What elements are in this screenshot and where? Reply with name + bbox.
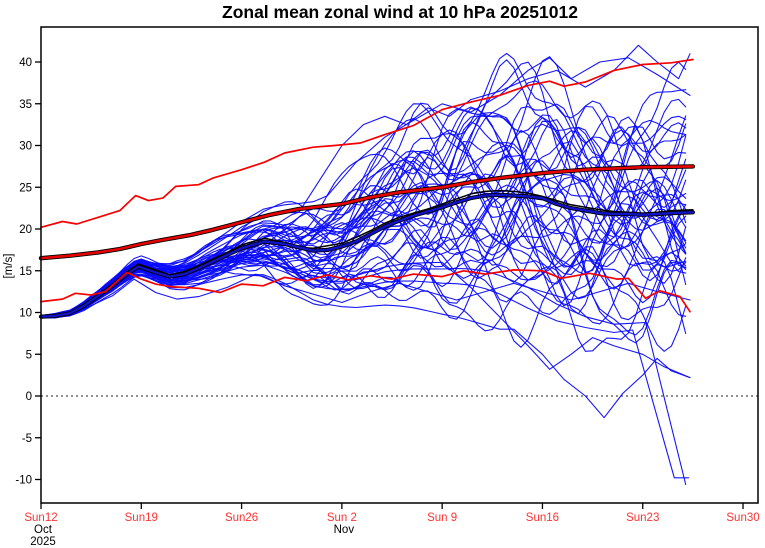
x-tick-label: Sun 2 — [327, 512, 357, 524]
x-tick-label: Sun12 — [24, 512, 57, 524]
x-tick-label: Sun19 — [125, 512, 158, 524]
y-axis: -10 -5 0 5 10 15 20 25 30 35 40 — [15, 57, 41, 487]
x-tick-label: Sun16 — [526, 512, 559, 524]
x-tick-label: Sun30 — [726, 512, 759, 524]
x-sub-label: 2025 — [30, 536, 56, 548]
y-tick-label: 0 — [26, 391, 32, 403]
y-tick-label: 35 — [19, 99, 32, 111]
y-tick-label: 25 — [19, 182, 32, 194]
climatology-mean-line — [38, 164, 696, 261]
y-tick-label: 30 — [19, 141, 32, 153]
control-run-line — [40, 189, 694, 318]
y-axis-label: [m/s] — [3, 254, 15, 279]
x-sub-label: Nov — [334, 524, 355, 536]
x-tick-label: Sun23 — [626, 512, 659, 524]
x-sub-label: Oct — [34, 524, 53, 536]
y-tick-label: 5 — [26, 349, 32, 361]
y-tick-label: -10 — [15, 475, 32, 487]
chart-title: Zonal mean zonal wind at 10 hPa 20251012 — [222, 2, 578, 22]
x-tick-label: Sun 9 — [427, 512, 457, 524]
y-tick-label: 15 — [19, 266, 32, 278]
y-tick-label: -5 — [22, 433, 32, 445]
y-tick-label: 10 — [19, 308, 32, 320]
ensemble-mean-line — [38, 192, 696, 319]
x-tick-label: Sun26 — [225, 512, 258, 524]
climatology-lower-percentile-line — [40, 269, 691, 313]
climatology-upper-percentile-line — [40, 58, 694, 229]
y-tick-label: 20 — [19, 224, 32, 236]
plot-frame — [40, 26, 759, 504]
y-tick-label: 40 — [19, 57, 32, 69]
